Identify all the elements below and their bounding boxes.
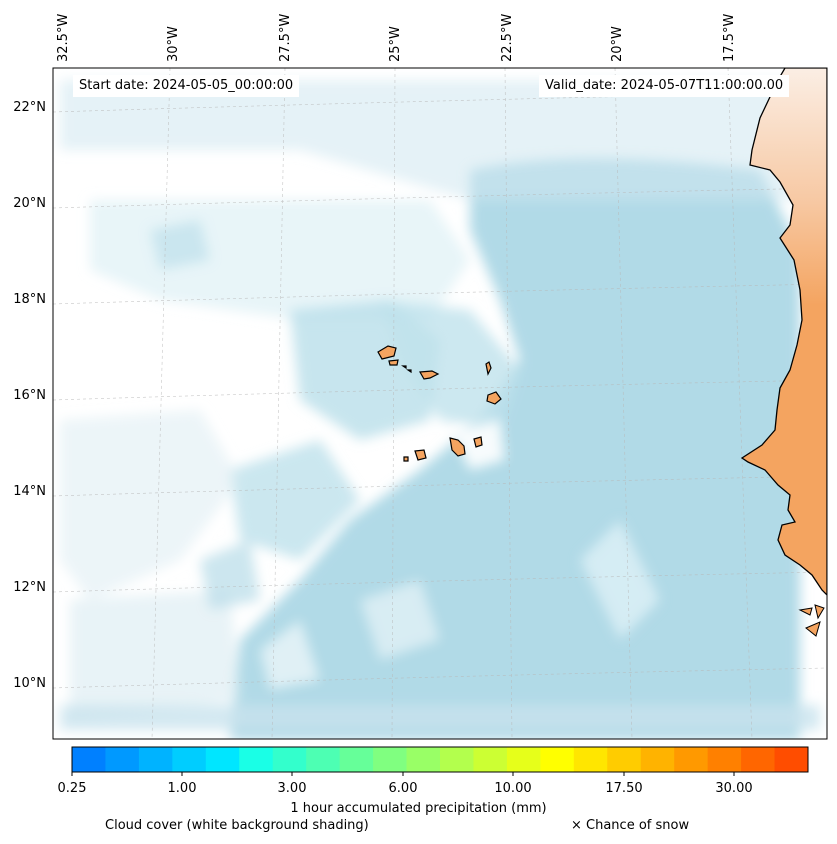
colorbar-segment [205,747,240,772]
colorbar-segment [741,747,776,772]
cloud-clear-gaps [120,320,660,690]
precipitation-colorbar [72,747,809,772]
longitude-labels: 32.5°W 30°W 27.5°W 25°W 22.5°W 20°W 17.5… [56,14,737,62]
map-frame [52,67,828,740]
lon-label-27-5w: 27.5°W [278,14,293,62]
colorbar-tick-label: 1.00 [167,781,197,796]
colorbar-segment [339,747,374,772]
lat-label-10n: 10°N [13,676,46,691]
colorbar-tick-label: 10.00 [494,781,532,796]
colorbar-segment [306,747,341,772]
lat-label-12n: 12°N [13,580,46,595]
map-area[interactable] [36,68,827,740]
lat-label-16n: 16°N [13,388,46,403]
colorbar-segment [540,747,575,772]
colorbar-ticks [71,772,735,776]
lat-label-14n: 14°N [13,484,46,499]
lat-label-22n: 22°N [13,100,46,115]
colorbar-segment [239,747,274,772]
colorbar-segment [506,747,541,772]
lon-label-30w: 30°W [166,26,181,62]
colorbar-tick-label: 6.00 [388,781,418,796]
colorbar-tick-label: 3.00 [277,781,307,796]
graticule [53,68,827,739]
lon-label-17-5w: 17.5°W [722,14,737,62]
lon-label-25w: 25°W [388,26,403,62]
colorbar-segment [272,747,307,772]
cloud-cover-shading [60,80,820,739]
colorbar-segment [138,747,173,772]
valid-date-label: Valid_date: 2024-05-07T11:00:00.00 [539,75,790,97]
colorbar-tick-label: 17.50 [605,781,643,796]
latitude-labels: 22°N 20°N 18°N 16°N 14°N 12°N 10°N [13,100,46,691]
colorbar-segment [640,747,675,772]
colorbar-title: 1 hour accumulated precipitation (mm) [290,801,547,816]
colorbar-segment [406,747,441,772]
snow-chance-note: × Chance of snow [571,818,690,833]
colorbar-tick-label: 0.25 [57,781,87,796]
lon-label-32-5w: 32.5°W [56,14,71,62]
colorbar-segment [573,747,608,772]
colorbar-segment [674,747,709,772]
cape-verde-islands [377,345,502,462]
cloud-cover-note: Cloud cover (white background shading) [105,818,369,833]
lon-label-20w: 20°W [610,26,625,62]
colorbar-segment [172,747,207,772]
colorbar-tick-label: 30.00 [715,781,753,796]
lon-label-22-5w: 22.5°W [500,14,515,62]
colorbar-segment [774,747,809,772]
colorbar-segment [105,747,140,772]
colorbar-frame [71,746,809,773]
colorbar-segment [707,747,742,772]
colorbar-segment [607,747,642,772]
colorbar-segment [440,747,474,772]
start-date-label: Start date: 2024-05-05_00:00:00 [73,75,300,97]
colorbar-segment [72,747,106,772]
africa-coastline [740,68,827,637]
lat-label-18n: 18°N [13,292,46,307]
colorbar-segment [373,747,408,772]
colorbar-segment [473,747,508,772]
lat-label-20n: 20°N [13,196,46,211]
